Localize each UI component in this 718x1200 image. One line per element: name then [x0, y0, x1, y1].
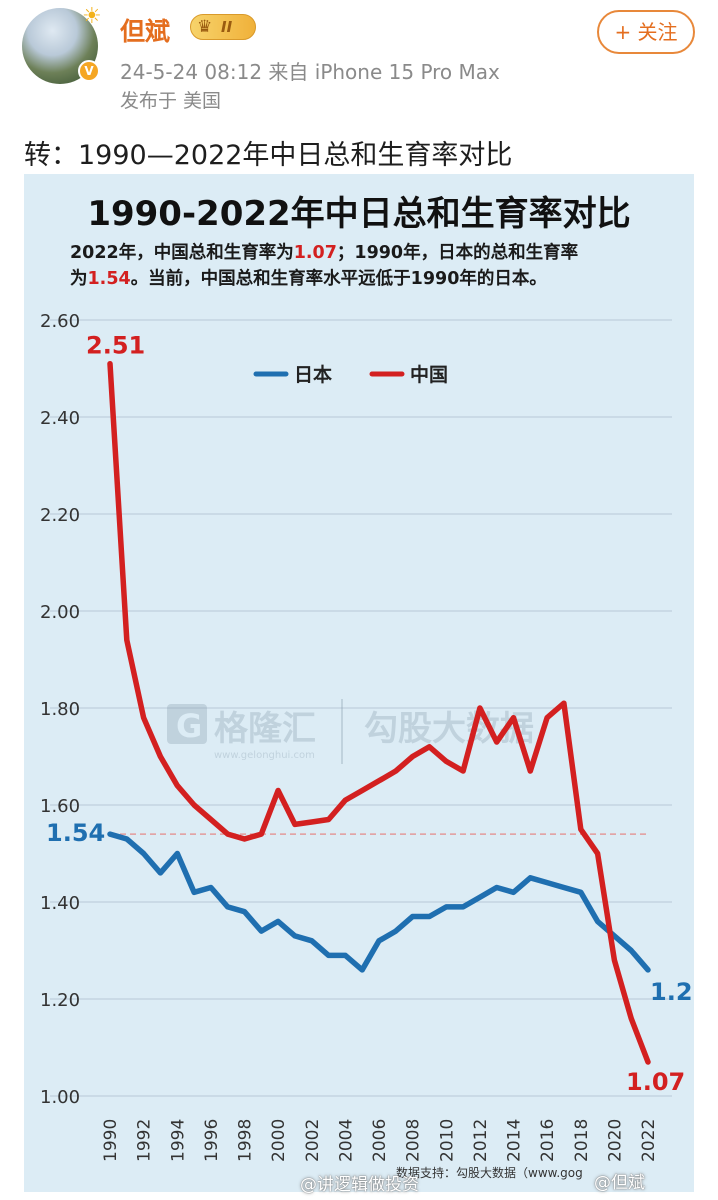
- x-tick-label: 1990: [101, 1119, 121, 1162]
- avatar[interactable]: ☀ V: [22, 6, 102, 84]
- vip-level: II: [221, 18, 233, 36]
- y-tick-label: 2.40: [40, 408, 80, 429]
- series-line: [107, 360, 651, 1065]
- svg-text:G: G: [176, 707, 202, 745]
- crown-icon: ♛: [197, 17, 213, 37]
- post-location: 发布于 美国: [120, 90, 222, 112]
- data-label: 1.07: [626, 1068, 685, 1096]
- legend-label: 日本: [294, 363, 332, 386]
- x-tick-label: 2018: [572, 1119, 592, 1162]
- x-tick-label: 1996: [202, 1119, 222, 1162]
- infographic-image[interactable]: 1990-2022年中日总和生育率对比 2022年，中国总和生育率为1.07；1…: [24, 174, 694, 1192]
- chart-subtitle: 2022年，中国总和生育率为1.07；1990年，日本的总和生育率 为1.54。…: [70, 243, 579, 289]
- data-label: 2.51: [86, 332, 145, 360]
- y-tick-label: 1.80: [40, 699, 80, 720]
- watermark-left: 格隆汇: [214, 709, 316, 749]
- x-tick-label: 2016: [538, 1119, 558, 1162]
- follow-button[interactable]: + 关注: [597, 10, 695, 54]
- weibo-watermark: @讲逻辑做投资: [300, 1175, 419, 1195]
- x-tick-label: 2020: [605, 1119, 625, 1162]
- legend-label: 中国: [410, 363, 448, 386]
- post-meta: 24-5-24 08:12 来自 iPhone 15 Pro Max: [120, 60, 500, 84]
- vip-badge[interactable]: ♛ II: [190, 14, 256, 40]
- sun-icon: ☀: [82, 4, 102, 29]
- x-tick-label: 1992: [135, 1119, 155, 1162]
- series-line: [107, 831, 651, 973]
- y-tick-label: 1.40: [40, 893, 80, 914]
- x-tick-label: 2022: [639, 1119, 659, 1162]
- data-label: 1.54: [46, 819, 105, 847]
- x-tick-label: 2006: [370, 1119, 390, 1162]
- watermark-left-small: www.gelonghui.com: [214, 750, 315, 761]
- weibo-watermark-2: @但斌: [594, 1173, 645, 1193]
- chart-title: 1990-2022年中日总和生育率对比: [87, 194, 631, 234]
- x-tick-label: 2002: [303, 1119, 323, 1162]
- x-tick-label: 2012: [471, 1119, 491, 1162]
- x-tick-label: 2008: [404, 1119, 424, 1162]
- y-tick-label: 1.00: [40, 1087, 80, 1108]
- x-tick-label: 1998: [236, 1119, 256, 1162]
- verified-badge-icon: V: [78, 60, 100, 82]
- gelonghui-logo-icon: [167, 704, 207, 744]
- x-tick-label: 2014: [505, 1119, 525, 1162]
- x-tick-label: 2004: [336, 1119, 356, 1162]
- line-chart: 1.00 1.20 1.40 1.60 1.80 2.00 2.20 2.40 2.60 199…: [40, 311, 694, 1180]
- y-tick-label: 2.60: [40, 311, 80, 332]
- x-tick-label: 2000: [269, 1119, 289, 1162]
- y-tick-label: 1.60: [40, 796, 80, 817]
- x-tick-label: 1994: [168, 1119, 188, 1162]
- post-text: 转：1990—2022年中日总和生育率对比: [24, 140, 513, 171]
- x-tick-label: 2010: [437, 1119, 457, 1162]
- username[interactable]: 但斌: [120, 17, 171, 46]
- data-label: 1.26: [650, 978, 694, 1006]
- source-note: 数据支持：勾股大数据（www.gog: [396, 1165, 583, 1180]
- y-tick-label: 2.00: [40, 602, 80, 623]
- y-tick-label: 1.20: [40, 990, 80, 1011]
- y-tick-label: 2.20: [40, 505, 80, 526]
